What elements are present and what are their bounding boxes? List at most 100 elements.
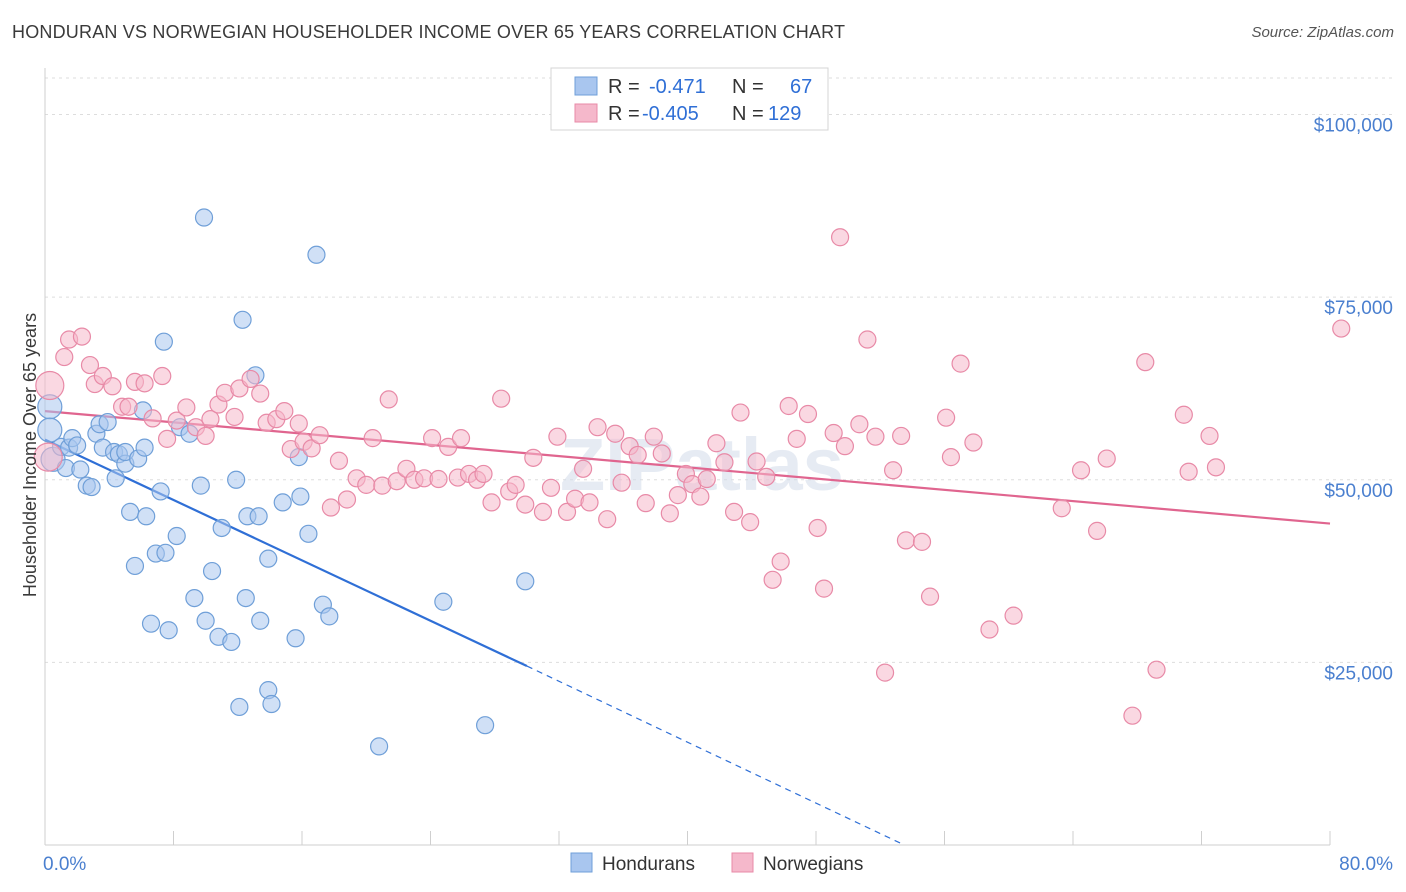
norwegian-point <box>321 498 341 517</box>
norwegian-point <box>1179 462 1198 481</box>
norwegian-point <box>492 389 511 408</box>
norwegian-point <box>451 429 471 448</box>
norwegian-point <box>310 426 329 445</box>
legend-swatch-norwegians <box>574 103 598 123</box>
norwegian-point <box>964 433 983 452</box>
honduran-point <box>516 572 535 591</box>
norwegian-point <box>896 531 916 550</box>
norwegian-point <box>757 467 776 486</box>
norwegian-point <box>177 398 196 417</box>
norwegian-point <box>1123 706 1142 725</box>
honduran-point <box>233 310 252 329</box>
honduran-point <box>434 592 453 611</box>
norwegian-point <box>55 347 74 367</box>
legend-r-value: -0.405 <box>642 103 699 125</box>
norwegian-point <box>363 429 382 448</box>
norwegian-point <box>1087 521 1107 540</box>
norwegian-point <box>875 663 895 682</box>
norwegian-point <box>429 469 448 489</box>
norwegian-point <box>548 427 567 446</box>
norwegian-point <box>1136 353 1155 372</box>
bottom-legend-swatch-hondurans <box>570 852 593 873</box>
norwegian-point <box>951 354 970 373</box>
norwegian-point <box>866 427 885 446</box>
norwegian-point <box>506 475 525 494</box>
bottom-legend: Hondurans Norwegians <box>570 852 863 875</box>
norwegian-point <box>652 444 671 463</box>
norwegian-point <box>937 408 956 427</box>
honduran-point <box>135 438 154 457</box>
norwegian-point <box>302 439 321 458</box>
norwegian-point <box>715 453 734 472</box>
norwegian-point <box>636 494 655 513</box>
chart-title: HONDURAN VS NORWEGIAN HOUSEHOLDER INCOME… <box>12 22 846 42</box>
y-tick-label: $25,000 <box>1324 663 1393 684</box>
norwegian-point <box>379 390 398 409</box>
honduran-point <box>154 332 173 351</box>
y-axis-label: Householder Income Over 65 years <box>20 313 40 597</box>
legend-box: R = -0.471 N = 67 R = -0.405 N = 129 <box>550 67 829 131</box>
honduran-point <box>273 493 292 512</box>
norwegian-point <box>691 487 710 506</box>
norwegian-point <box>196 426 215 446</box>
norwegian-point <box>612 473 631 492</box>
norwegian-point <box>892 426 911 446</box>
norwegian-point <box>660 504 679 523</box>
norwegian-point <box>541 478 561 497</box>
honduran-point <box>286 629 305 648</box>
norwegian-point <box>771 552 790 571</box>
norwegian-point <box>557 502 577 522</box>
norwegian-point <box>516 495 535 514</box>
norwegian-point <box>724 502 744 522</box>
norwegian-point <box>143 409 162 428</box>
norwegian-point <box>580 493 599 512</box>
norwegian-point <box>1200 426 1219 446</box>
norwegian-point <box>814 579 834 598</box>
honduran-trend-line <box>44 438 528 668</box>
legend-n-value: 67 <box>790 76 812 98</box>
honduran-point <box>137 507 156 526</box>
norwegian-point <box>289 414 308 433</box>
norwegian-point <box>387 472 406 491</box>
norwegian-point <box>763 570 782 589</box>
honduran-point <box>68 436 87 455</box>
norwegian-point <box>439 437 458 456</box>
honduran-point <box>71 460 90 479</box>
honduran-point <box>320 607 339 626</box>
norwegian-point <box>1004 606 1023 625</box>
honduran-point <box>121 502 140 522</box>
norwegian-point <box>482 493 501 512</box>
norwegian-point <box>1071 461 1091 480</box>
norwegian-point <box>357 475 376 494</box>
norwegian-point <box>941 448 961 467</box>
honduran-point <box>202 561 222 581</box>
norwegian-point <box>72 327 92 346</box>
honduran-point <box>262 694 281 714</box>
honduran-point <box>141 614 161 633</box>
honduran-point <box>249 507 268 526</box>
y-tick-label: $50,000 <box>1324 481 1393 502</box>
norwegian-point <box>668 486 687 505</box>
norwegian-point <box>33 442 63 472</box>
y-tick-label: $100,000 <box>1314 116 1393 137</box>
norwegian-point <box>628 445 647 465</box>
norwegian-point <box>883 461 903 480</box>
norwegian-point <box>920 587 940 606</box>
chart-source: Source: ZipAtlas.com <box>1251 24 1394 41</box>
norwegian-point <box>251 384 270 403</box>
norwegian-point <box>337 490 357 509</box>
honduran-point <box>299 524 318 543</box>
norwegian-point <box>35 370 65 401</box>
norwegian-point <box>830 228 850 247</box>
norwegian-point <box>533 502 553 522</box>
honduran-point <box>307 245 326 264</box>
honduran-point <box>227 470 246 489</box>
norwegian-point <box>598 510 617 529</box>
norwegian-point <box>697 469 716 489</box>
norwegian-point <box>912 532 932 551</box>
norwegian-point <box>808 518 827 538</box>
honduran-point <box>251 611 270 630</box>
legend-swatch-hondurans <box>574 76 598 96</box>
norwegian-point <box>980 620 999 639</box>
honduran-point <box>156 543 175 562</box>
